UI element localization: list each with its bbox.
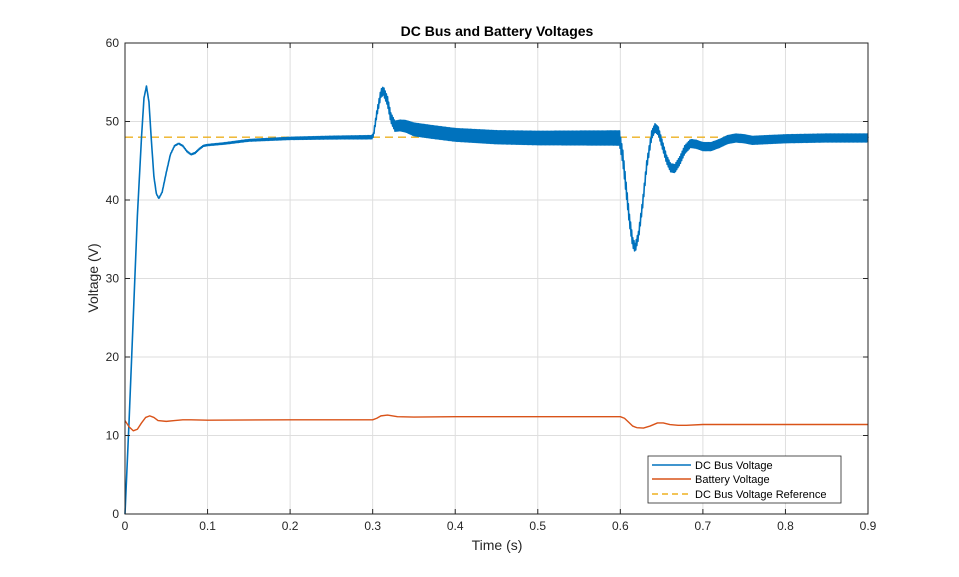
series-lines [124,85,869,515]
y-tick-label-5: 50 [106,115,120,129]
legend: DC Bus Voltage Battery Voltage DC Bus Vo… [647,455,842,504]
y-tick-label-1: 10 [106,429,120,443]
series-line-dc-bus [124,85,869,515]
x-tick-label-9: 0.9 [860,519,877,533]
legend-label-reference: DC Bus Voltage Reference [695,489,826,501]
x-tick-label-6: 0.6 [612,519,629,533]
y-tick-label-0: 0 [112,507,119,521]
y-tick-label-6: 60 [106,36,120,50]
legend-label-dc-bus: DC Bus Voltage [695,460,773,472]
x-axis-label: Time (s) [472,537,523,553]
series-line-battery [124,414,868,432]
x-tick-label-2: 0.2 [282,519,299,533]
y-tick-label-4: 40 [106,193,120,207]
x-tick-label-4: 0.4 [447,519,464,533]
x-tick-label-1: 0.1 [199,519,216,533]
y-tick-label-3: 30 [106,272,120,286]
x-tick-label-5: 0.5 [529,519,546,533]
y-tick-label-2: 20 [106,350,120,364]
chart-title: DC Bus and Battery Voltages [401,23,594,39]
x-tick-label-3: 0.3 [364,519,381,533]
axis-ticks: 0 0.1 0.2 0.3 0.4 0.5 0.6 0.7 0.8 0.9 0 10 20 30 40 50 6… [106,36,877,533]
x-tick-label-7: 0.7 [695,519,712,533]
x-tick-label-0: 0 [122,519,129,533]
legend-label-battery: Battery Voltage [695,474,770,486]
x-tick-label-8: 0.8 [777,519,794,533]
y-axis-label: Voltage (V) [85,243,101,312]
